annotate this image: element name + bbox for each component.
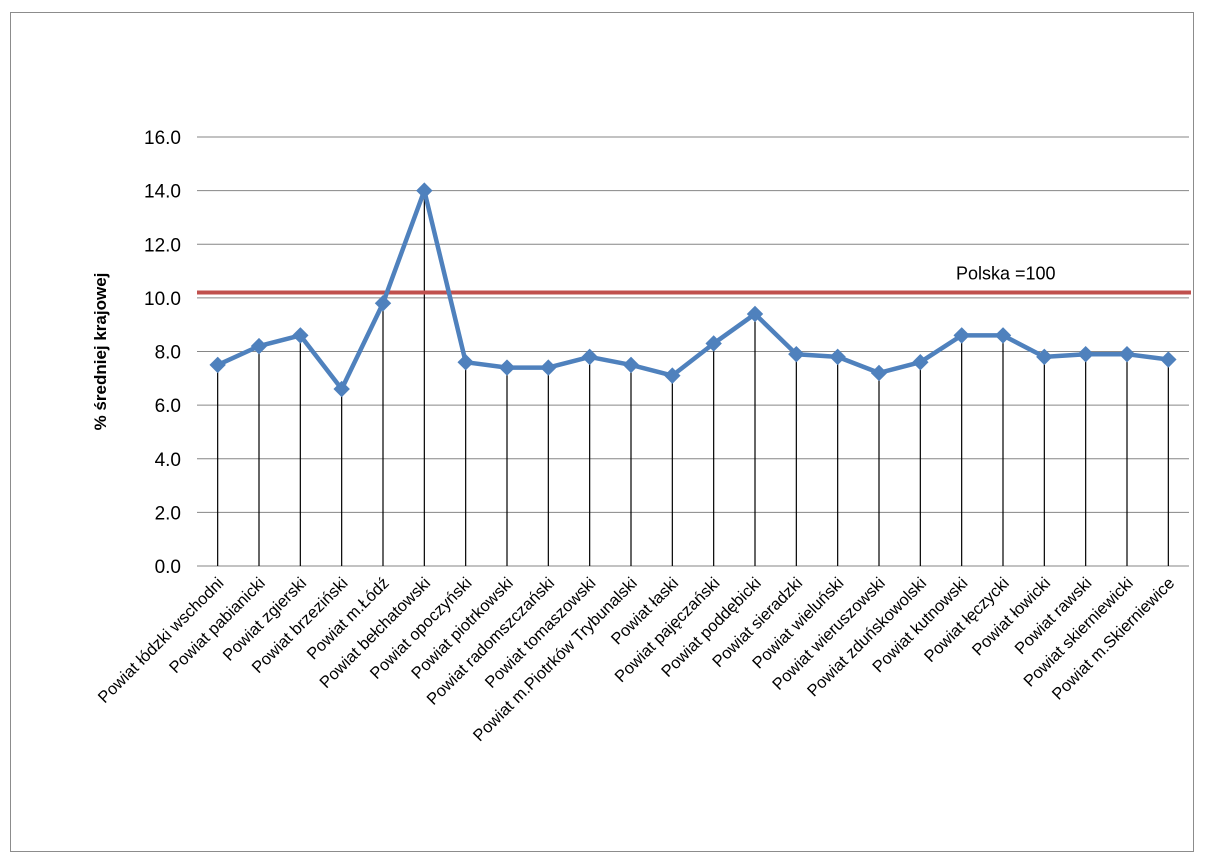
y-tick-label: 12.0 <box>144 235 181 256</box>
y-tick-label: 6.0 <box>155 396 181 417</box>
data-point-marker <box>457 354 474 371</box>
data-point-marker <box>1118 345 1136 363</box>
data-point-marker <box>581 348 598 366</box>
y-tick-label: 0.0 <box>155 557 181 578</box>
series-group <box>216 188 1169 392</box>
line-chart: Polska =100 0.0 2.0 4.0 6.0 8.0 10.0 12.0 14.0 1… <box>91 128 1191 745</box>
data-point-marker <box>746 305 764 323</box>
data-point-marker <box>870 364 888 382</box>
chart-frame: Polska =100 0.0 2.0 4.0 6.0 8.0 10.0 12.0 14.0 1… <box>10 12 1194 852</box>
data-point-marker <box>292 327 309 344</box>
data-point-marker <box>333 380 350 398</box>
data-point-marker <box>540 359 557 376</box>
data-point-marker <box>622 356 640 374</box>
reference-line-group: Polska =100 <box>197 264 1191 295</box>
y-tick-label: 2.0 <box>155 503 181 524</box>
y-tick-label: 16.0 <box>144 128 181 149</box>
data-point-marker <box>829 348 846 366</box>
reference-line-label: Polska =100 <box>956 264 1056 284</box>
data-point-marker <box>1036 348 1053 366</box>
y-tick-label: 4.0 <box>155 450 181 471</box>
data-point-marker <box>664 367 681 384</box>
data-point-marker <box>912 354 929 371</box>
data-point-marker <box>498 359 516 376</box>
data-point-marker <box>250 337 268 355</box>
data-point-marker <box>374 295 392 312</box>
data-point-marker <box>1077 345 1094 363</box>
y-tick-label: 10.0 <box>144 289 181 310</box>
data-point-marker <box>953 327 970 344</box>
gridlines <box>197 136 1189 567</box>
y-axis-label: % średniej krajowej <box>91 273 110 431</box>
y-tick-label: 14.0 <box>144 182 181 203</box>
data-point-marker <box>705 335 722 352</box>
y-axis-tick-labels: 0.0 2.0 4.0 6.0 8.0 10.0 12.0 14.0 16.0 <box>144 128 181 578</box>
y-tick-label: 8.0 <box>155 343 181 364</box>
data-point-marker <box>994 327 1012 344</box>
data-point-marker <box>1160 351 1177 368</box>
drop-lines <box>217 190 1169 566</box>
series-markers <box>209 182 1177 398</box>
data-point-marker <box>416 182 433 199</box>
data-point-marker <box>209 356 226 374</box>
series-line <box>216 188 1169 392</box>
data-point-marker <box>788 345 805 363</box>
